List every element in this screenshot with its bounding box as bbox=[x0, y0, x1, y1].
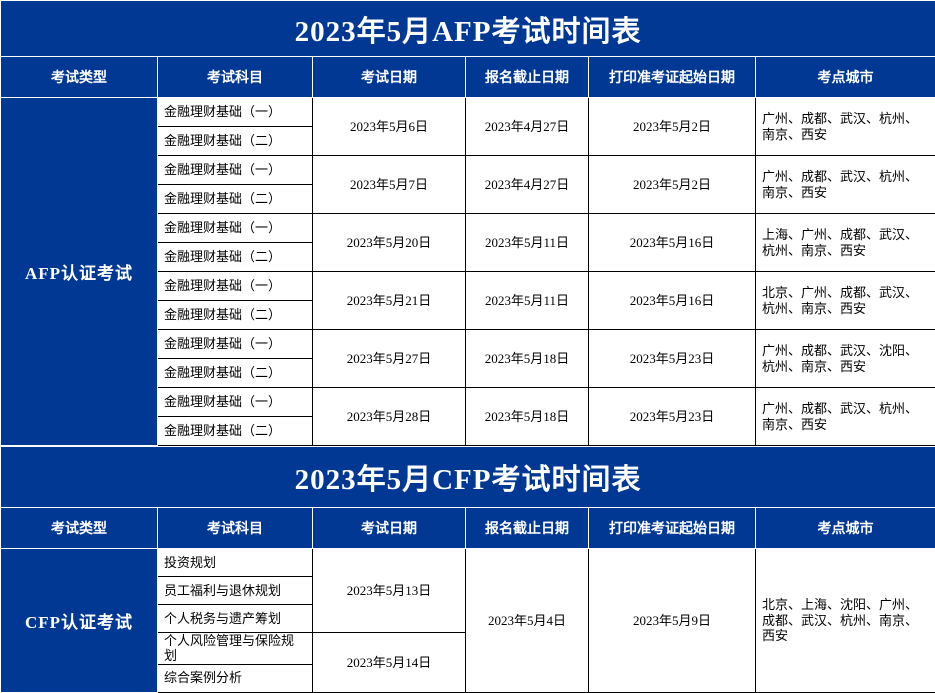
cfp-subject: 员工福利与退休规划 bbox=[158, 577, 313, 605]
afp-subject: 金融理财基础（二） bbox=[158, 185, 313, 214]
cfp-deadline: 2023年5月4日 bbox=[466, 549, 589, 693]
cfp-exam-type-label: CFP认证考试 bbox=[1, 549, 158, 693]
table-row: AFP认证考试 金融理财基础（一） 2023年5月6日 2023年4月27日 2… bbox=[1, 98, 935, 127]
afp-deadline: 2023年5月18日 bbox=[466, 388, 589, 446]
afp-deadline: 2023年4月27日 bbox=[466, 156, 589, 214]
cfp-subject: 综合案例分析 bbox=[158, 664, 313, 692]
afp-header-ticket-start: 打印准考证起始日期 bbox=[589, 57, 756, 98]
afp-subject: 金融理财基础（一） bbox=[158, 214, 313, 243]
cfp-cities: 北京、上海、沈阳、广州、成都、武汉、杭州、南京、西安 bbox=[756, 549, 935, 693]
afp-exam-date: 2023年5月6日 bbox=[313, 98, 466, 156]
cfp-subject: 个人税务与遗产筹划 bbox=[158, 605, 313, 633]
afp-header-exam-type: 考试类型 bbox=[1, 57, 158, 98]
afp-ticket-start: 2023年5月23日 bbox=[589, 330, 756, 388]
afp-header-city: 考点城市 bbox=[756, 57, 935, 98]
afp-subject: 金融理财基础（二） bbox=[158, 127, 313, 156]
afp-exam-table: 2023年5月AFP考试时间表 考试类型 考试科目 考试日期 报名截止日期 打印… bbox=[0, 0, 935, 446]
cfp-exam-date: 2023年5月14日 bbox=[313, 633, 466, 693]
afp-ticket-start: 2023年5月16日 bbox=[589, 272, 756, 330]
afp-exam-date: 2023年5月21日 bbox=[313, 272, 466, 330]
cfp-subject: 投资规划 bbox=[158, 549, 313, 577]
cfp-title: 2023年5月CFP考试时间表 bbox=[1, 447, 935, 508]
cfp-subject: 个人风险管理与保险规划 bbox=[158, 633, 313, 665]
afp-cities: 广州、成都、武汉、沈阳、杭州、南京、西安 bbox=[756, 330, 935, 388]
cfp-header-subject: 考试科目 bbox=[158, 508, 313, 549]
afp-deadline: 2023年5月18日 bbox=[466, 330, 589, 388]
afp-exam-date: 2023年5月7日 bbox=[313, 156, 466, 214]
afp-ticket-start: 2023年5月2日 bbox=[589, 98, 756, 156]
cfp-header-ticket-start: 打印准考证起始日期 bbox=[589, 508, 756, 549]
afp-cities: 上海、广州、成都、武汉、杭州、南京、西安 bbox=[756, 214, 935, 272]
afp-exam-type-label: AFP认证考试 bbox=[1, 98, 158, 446]
cfp-header-exam-type: 考试类型 bbox=[1, 508, 158, 549]
afp-cities: 广州、成都、武汉、杭州、南京、西安 bbox=[756, 156, 935, 214]
exam-schedule-sheet: 2023年5月AFP考试时间表 考试类型 考试科目 考试日期 报名截止日期 打印… bbox=[0, 0, 935, 676]
afp-title-row: 2023年5月AFP考试时间表 bbox=[1, 1, 935, 57]
afp-exam-date: 2023年5月27日 bbox=[313, 330, 466, 388]
afp-ticket-start: 2023年5月16日 bbox=[589, 214, 756, 272]
afp-deadline: 2023年5月11日 bbox=[466, 214, 589, 272]
table-row: CFP认证考试 投资规划 2023年5月13日 2023年5月4日 2023年5… bbox=[1, 549, 935, 577]
afp-header-exam-date: 考试日期 bbox=[313, 57, 466, 98]
afp-exam-date: 2023年5月20日 bbox=[313, 214, 466, 272]
afp-ticket-start: 2023年5月23日 bbox=[589, 388, 756, 446]
afp-subject: 金融理财基础（一） bbox=[158, 388, 313, 417]
afp-header-deadline: 报名截止日期 bbox=[466, 57, 589, 98]
afp-subject: 金融理财基础（二） bbox=[158, 243, 313, 272]
cfp-ticket-start: 2023年5月9日 bbox=[589, 549, 756, 693]
afp-subject: 金融理财基础（二） bbox=[158, 301, 313, 330]
afp-deadline: 2023年4月27日 bbox=[466, 98, 589, 156]
afp-subject: 金融理财基础（一） bbox=[158, 272, 313, 301]
afp-header-subject: 考试科目 bbox=[158, 57, 313, 98]
afp-cities: 北京、广州、成都、武汉、杭州、南京、西安 bbox=[756, 272, 935, 330]
afp-subject: 金融理财基础（二） bbox=[158, 359, 313, 388]
afp-cities: 广州、成都、武汉、杭州、南京、西安 bbox=[756, 98, 935, 156]
afp-subject: 金融理财基础（二） bbox=[158, 417, 313, 446]
cfp-header-exam-date: 考试日期 bbox=[313, 508, 466, 549]
cfp-exam-date: 2023年5月13日 bbox=[313, 549, 466, 633]
afp-subject: 金融理财基础（一） bbox=[158, 98, 313, 127]
cfp-header-deadline: 报名截止日期 bbox=[466, 508, 589, 549]
cfp-header-city: 考点城市 bbox=[756, 508, 935, 549]
afp-ticket-start: 2023年5月2日 bbox=[589, 156, 756, 214]
afp-title: 2023年5月AFP考试时间表 bbox=[1, 1, 935, 57]
afp-header-row: 考试类型 考试科目 考试日期 报名截止日期 打印准考证起始日期 考点城市 bbox=[1, 57, 935, 98]
cfp-exam-table: 2023年5月CFP考试时间表 考试类型 考试科目 考试日期 报名截止日期 打印… bbox=[0, 446, 935, 693]
afp-exam-date: 2023年5月28日 bbox=[313, 388, 466, 446]
afp-subject: 金融理财基础（一） bbox=[158, 330, 313, 359]
afp-subject: 金融理财基础（一） bbox=[158, 156, 313, 185]
cfp-title-row: 2023年5月CFP考试时间表 bbox=[1, 447, 935, 508]
afp-deadline: 2023年5月11日 bbox=[466, 272, 589, 330]
cfp-header-row: 考试类型 考试科目 考试日期 报名截止日期 打印准考证起始日期 考点城市 bbox=[1, 508, 935, 549]
afp-cities: 广州、成都、武汉、杭州、南京、西安 bbox=[756, 388, 935, 446]
